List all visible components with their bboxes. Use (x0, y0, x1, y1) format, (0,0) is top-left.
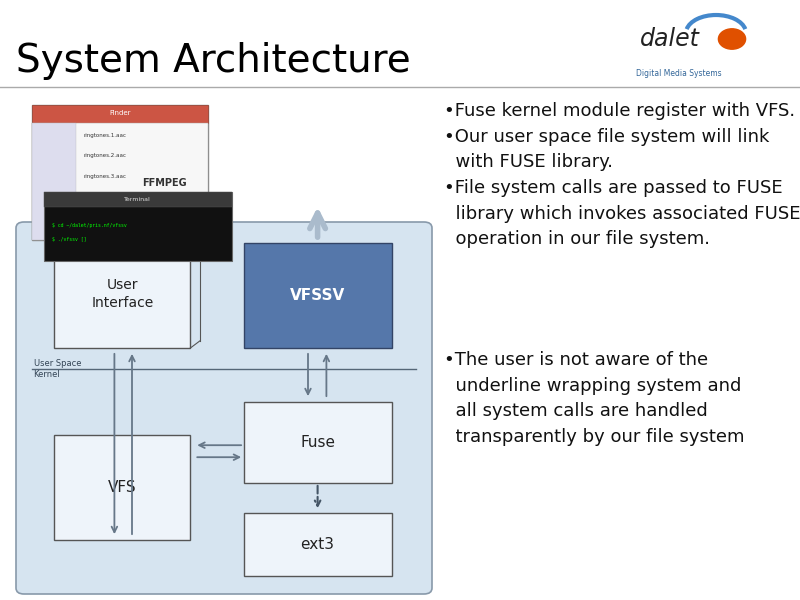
Text: •Fuse kernel module register with VFS.
•Our user space file system will link
  w: •Fuse kernel module register with VFS. •… (444, 102, 800, 248)
Text: User Space: User Space (34, 359, 81, 368)
Text: $ cd ~/dalet/pris.nf/vfssv: $ cd ~/dalet/pris.nf/vfssv (52, 223, 126, 227)
FancyBboxPatch shape (44, 192, 232, 261)
Text: •The user is not aware of the
  underline wrapping system and
  all system calls: •The user is not aware of the underline … (444, 351, 745, 446)
Circle shape (718, 29, 746, 49)
Text: User
Interface: User Interface (91, 278, 154, 310)
Text: VFSSV: VFSSV (290, 287, 346, 302)
FancyBboxPatch shape (244, 402, 392, 483)
Text: ringtones.3.aac: ringtones.3.aac (84, 175, 127, 179)
FancyBboxPatch shape (32, 123, 76, 240)
Text: Terminal: Terminal (124, 197, 151, 202)
Text: Kernel: Kernel (34, 370, 60, 379)
Text: ringtones.1.aac: ringtones.1.aac (84, 133, 127, 137)
FancyBboxPatch shape (54, 243, 190, 348)
Text: VFS: VFS (108, 480, 137, 494)
Text: FFMPEG: FFMPEG (142, 178, 186, 188)
Text: ringtones.2.aac: ringtones.2.aac (84, 154, 127, 158)
FancyBboxPatch shape (54, 435, 190, 540)
Text: Finder: Finder (110, 110, 130, 116)
FancyBboxPatch shape (32, 105, 208, 240)
FancyBboxPatch shape (244, 243, 392, 348)
Text: Fuse: Fuse (300, 434, 335, 450)
FancyBboxPatch shape (32, 123, 208, 240)
Text: $ ./vfssv []: $ ./vfssv [] (52, 238, 86, 242)
Text: ext3: ext3 (301, 536, 334, 552)
Text: Digital Media Systems: Digital Media Systems (636, 69, 722, 78)
Text: dalet: dalet (640, 27, 700, 51)
FancyBboxPatch shape (32, 105, 208, 123)
FancyBboxPatch shape (16, 222, 432, 594)
FancyBboxPatch shape (44, 192, 232, 207)
FancyBboxPatch shape (244, 513, 392, 576)
Text: System Architecture: System Architecture (16, 42, 410, 80)
